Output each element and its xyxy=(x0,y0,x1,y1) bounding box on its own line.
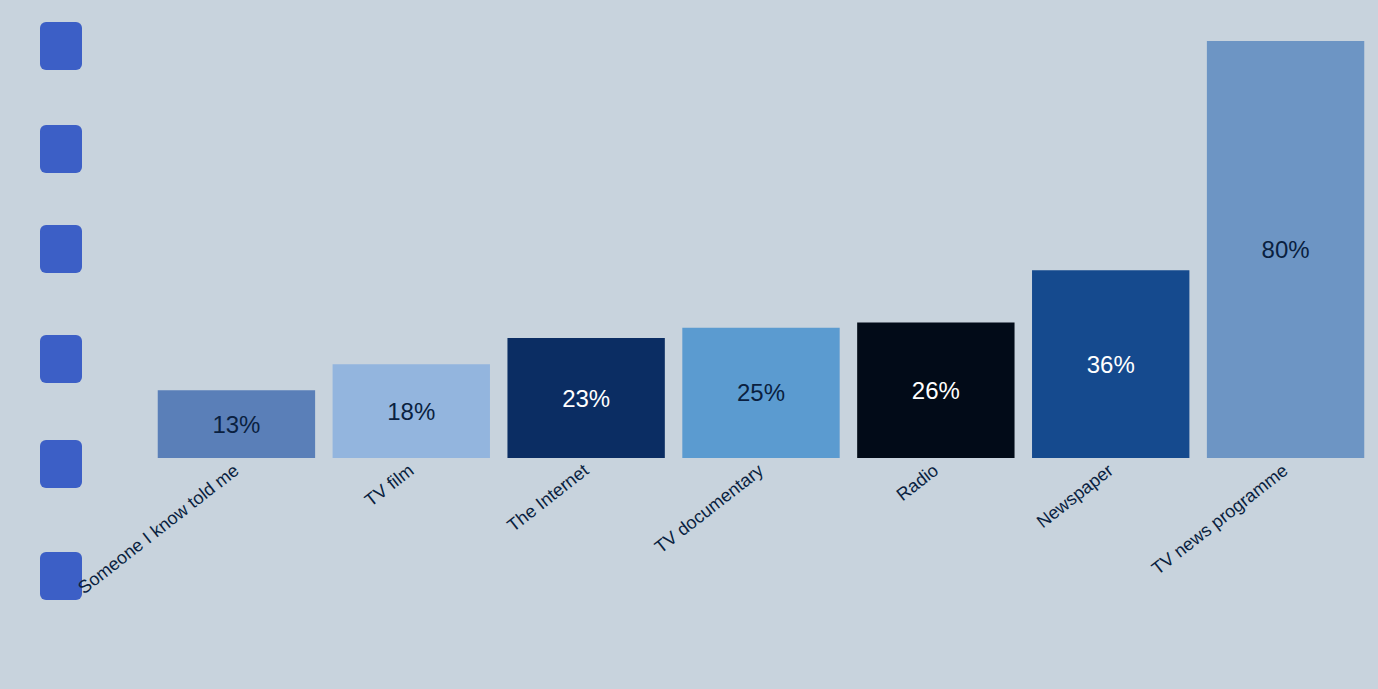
svg-text:Someone I know told me: Someone I know told me xyxy=(74,460,242,598)
svg-text:26%: 26% xyxy=(912,377,960,404)
svg-text:13%: 13% xyxy=(212,411,260,438)
svg-text:Radio: Radio xyxy=(893,460,942,505)
svg-text:TV film: TV film xyxy=(361,460,417,510)
svg-text:TV documentary: TV documentary xyxy=(651,460,767,557)
svg-text:80%: 80% xyxy=(1262,236,1310,263)
svg-text:The Internet: The Internet xyxy=(504,460,593,536)
svg-text:23%: 23% xyxy=(562,385,610,412)
svg-text:36%: 36% xyxy=(1087,351,1135,378)
svg-text:18%: 18% xyxy=(387,398,435,425)
svg-text:25%: 25% xyxy=(737,379,785,406)
svg-text:Newspaper: Newspaper xyxy=(1033,460,1117,532)
svg-text:TV news programme: TV news programme xyxy=(1148,460,1292,579)
